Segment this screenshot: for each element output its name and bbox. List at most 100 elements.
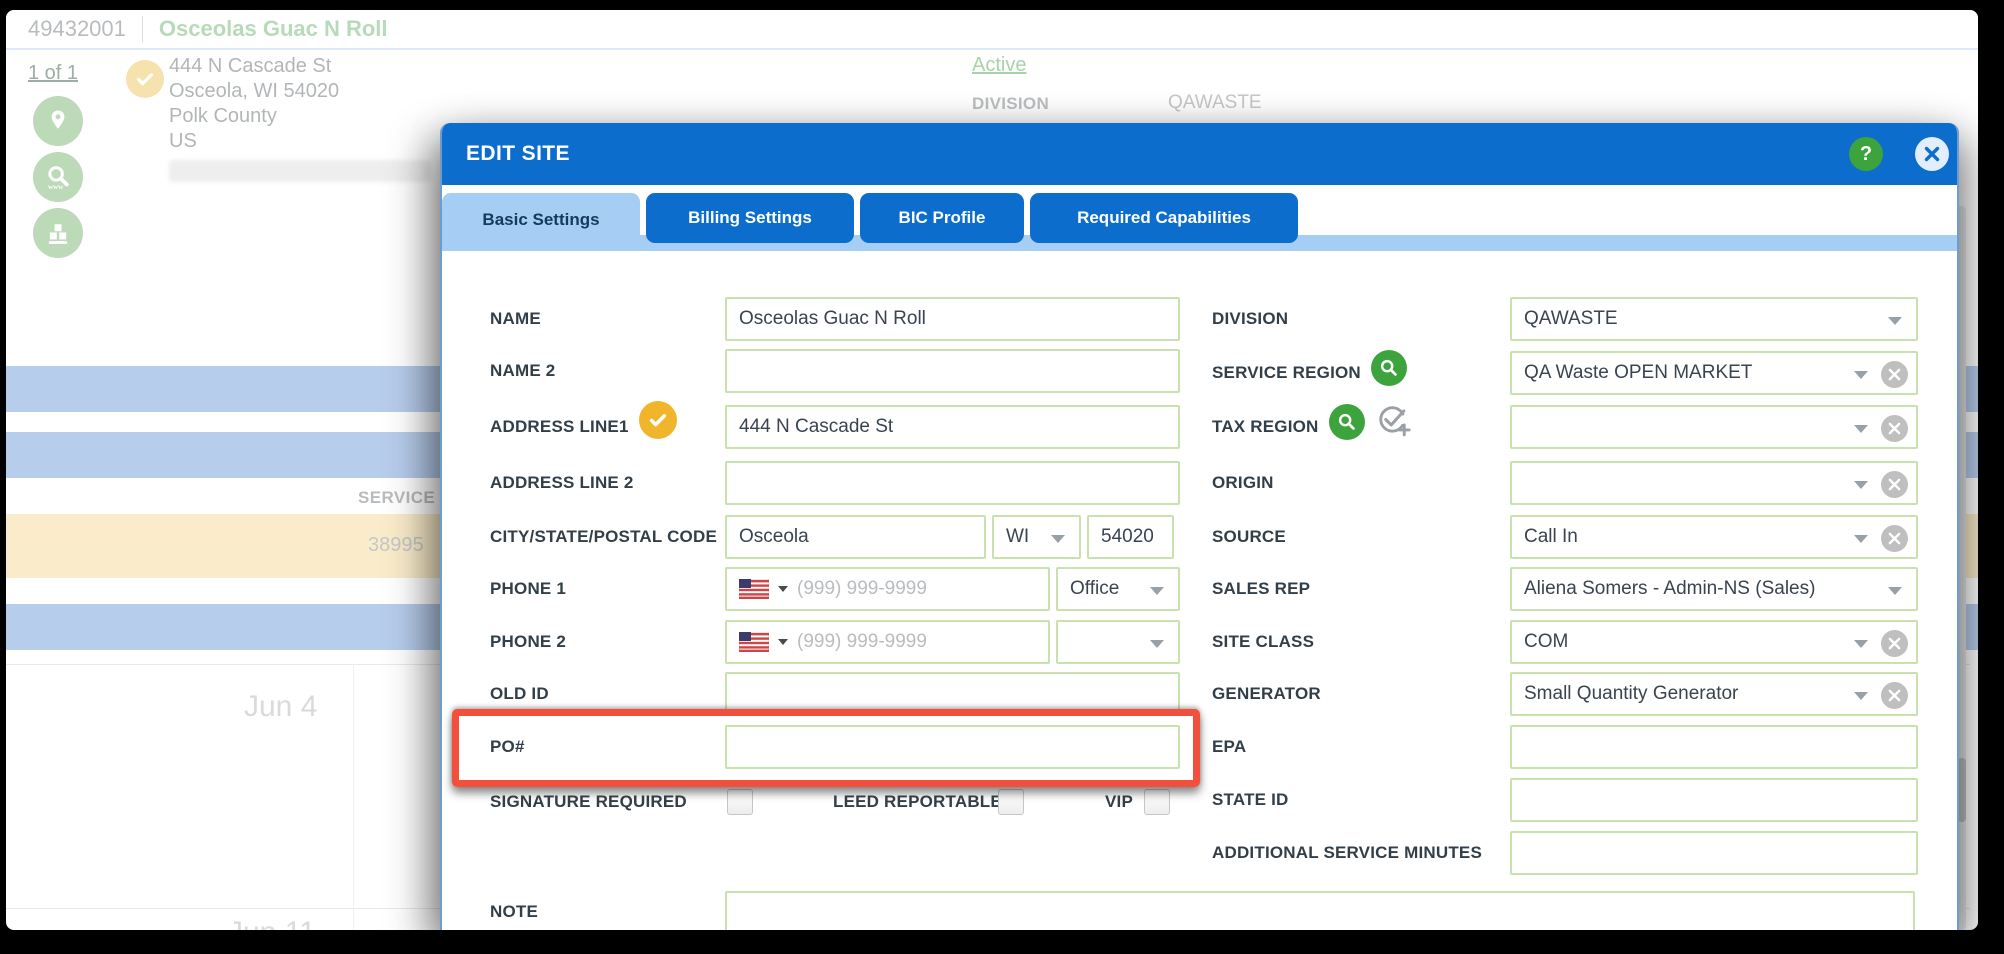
additional-service-minutes-input[interactable]: [1510, 831, 1918, 875]
question-mark-icon: ?: [1859, 142, 1873, 165]
signature-required-label: SIGNATURE REQUIRED: [490, 792, 687, 811]
note-input[interactable]: [725, 891, 1915, 930]
service-region-dropdown[interactable]: QA Waste OPEN MARKET: [1510, 351, 1918, 395]
chevron-down-icon: [778, 586, 788, 592]
bg-division-label: DIVISION: [972, 94, 1050, 113]
us-flag-icon: [739, 632, 769, 652]
generator-dropdown[interactable]: Small Quantity Generator: [1510, 672, 1918, 716]
field-row-po: PO#: [490, 725, 1180, 769]
tab-billing-settings[interactable]: Billing Settings: [646, 193, 854, 243]
clear-icon[interactable]: [1881, 361, 1908, 388]
search-icon[interactable]: [1328, 404, 1365, 440]
field-row-sales-rep: SALES REP Aliena Somers - Admin-NS (Sale…: [1212, 567, 1957, 611]
field-row-name: NAME: [490, 297, 1180, 341]
chevron-down-icon: [1854, 481, 1868, 489]
calendar-week-label: Jun 11: [228, 916, 316, 930]
page-scrollbar-thumb[interactable]: [1957, 758, 1966, 822]
chevron-down-icon: [1854, 692, 1868, 700]
tax-region-dropdown[interactable]: [1510, 405, 1918, 449]
clear-icon[interactable]: [1881, 682, 1908, 709]
edit-site-modal: EDIT SITE ? Basic Settings Billing Setti…: [440, 123, 1959, 930]
table-header-service-id: SERVICE ID: [358, 488, 459, 507]
signature-required-checkbox[interactable]: [727, 789, 753, 815]
vip-checkbox[interactable]: [1144, 789, 1170, 815]
po-input[interactable]: [725, 725, 1180, 769]
source-label: SOURCE: [1212, 527, 1286, 546]
address1-input[interactable]: [725, 405, 1180, 449]
address-line: Osceola, WI 54020: [169, 80, 340, 102]
site-class-label: SITE CLASS: [1212, 632, 1315, 651]
help-button[interactable]: ?: [1849, 137, 1883, 171]
field-row-epa: EPA: [1212, 725, 1957, 769]
phone1-input[interactable]: (999) 999-9999: [725, 567, 1050, 611]
tab-bic-profile[interactable]: BIC Profile: [860, 193, 1024, 243]
clear-icon[interactable]: [1881, 630, 1908, 657]
phone2-placeholder: (999) 999-9999: [797, 631, 927, 652]
header-divider: [141, 16, 143, 42]
status-active-link[interactable]: Active: [972, 54, 1027, 76]
map-icon[interactable]: [33, 96, 83, 146]
chevron-down-icon: [1854, 371, 1868, 379]
field-row-generator: GENERATOR Small Quantity Generator: [1212, 672, 1957, 716]
clear-icon[interactable]: [1881, 415, 1908, 442]
origin-dropdown[interactable]: [1510, 461, 1918, 505]
address2-input[interactable]: [725, 461, 1180, 505]
field-row-city-state-postal: CITY/STATE/POSTAL CODE WI: [490, 515, 1180, 559]
close-button[interactable]: [1915, 137, 1949, 171]
chevron-down-icon: [1150, 640, 1164, 648]
site-address: 444 N Cascade St Osceola, WI 54020 Polk …: [169, 54, 339, 154]
field-row-source: SOURCE Call In: [1212, 515, 1957, 559]
phone2-label: PHONE 2: [490, 632, 567, 651]
inventory-boxes-icon[interactable]: [33, 208, 83, 258]
po-label: PO#: [490, 737, 525, 756]
web-search-icon[interactable]: www: [33, 152, 83, 202]
site-id: 49432001: [28, 16, 126, 41]
pager-link[interactable]: 1 of 1: [28, 62, 79, 84]
close-icon: [1924, 146, 1940, 162]
address-line: US: [169, 130, 197, 152]
chevron-down-icon: [1051, 535, 1065, 543]
city-input[interactable]: [725, 515, 986, 559]
search-icon[interactable]: [1370, 350, 1407, 386]
chevron-down-icon: [1888, 317, 1902, 325]
app-window: 49432001 Osceolas Guac N Roll 1 of 1 444…: [6, 10, 1978, 930]
page-scrollbar[interactable]: [1957, 206, 1966, 930]
phone2-input[interactable]: (999) 999-9999: [725, 620, 1050, 664]
state-dropdown[interactable]: WI: [992, 515, 1081, 559]
clear-icon[interactable]: [1881, 525, 1908, 552]
chevron-down-icon: [1888, 587, 1902, 595]
name2-label: NAME 2: [490, 361, 556, 380]
tax-region-label: TAX REGION: [1212, 402, 1411, 449]
name-input[interactable]: [725, 297, 1180, 341]
clear-icon[interactable]: [1881, 471, 1908, 498]
old-id-input[interactable]: [725, 672, 1180, 716]
phone2-type-dropdown[interactable]: [1056, 620, 1180, 664]
address2-label: ADDRESS LINE 2: [490, 473, 634, 492]
old-id-label: OLD ID: [490, 684, 549, 703]
validate-check-plus-icon[interactable]: [1375, 402, 1411, 443]
field-row-tax-region: TAX REGION: [1212, 402, 1957, 449]
phone1-type-dropdown[interactable]: Office: [1056, 567, 1180, 611]
epa-input[interactable]: [1510, 725, 1918, 769]
checkbox-row: SIGNATURE REQUIRED LEED REPORTABLE VIP: [490, 789, 1190, 817]
tab-basic-settings[interactable]: Basic Settings: [442, 193, 640, 251]
field-row-address1: ADDRESS LINE1: [490, 401, 1180, 449]
leed-reportable-checkbox[interactable]: [998, 789, 1024, 815]
sales-rep-dropdown[interactable]: Aliena Somers - Admin-NS (Sales): [1510, 567, 1918, 611]
tab-required-capabilities[interactable]: Required Capabilities: [1030, 193, 1298, 243]
field-row-phone1: PHONE 1 (999) 999-9999 Office: [490, 567, 1180, 611]
name2-input[interactable]: [725, 349, 1180, 393]
chevron-down-icon: [1854, 640, 1868, 648]
division-dropdown[interactable]: QAWASTE: [1510, 297, 1918, 341]
address-verified-icon: [126, 60, 164, 98]
name-label: NAME: [490, 309, 541, 328]
address-verified-icon: [638, 401, 677, 439]
service-id-value: 38995: [368, 534, 424, 556]
site-class-dropdown[interactable]: COM: [1510, 620, 1918, 664]
postal-code-input[interactable]: [1087, 515, 1174, 559]
chevron-down-icon: [1854, 425, 1868, 433]
field-row-address2: ADDRESS LINE 2: [490, 461, 1180, 505]
state-id-input[interactable]: [1510, 778, 1918, 822]
source-dropdown[interactable]: Call In: [1510, 515, 1918, 559]
field-row-service-region: SERVICE REGION QA Waste OPEN MARKET: [1212, 350, 1957, 395]
